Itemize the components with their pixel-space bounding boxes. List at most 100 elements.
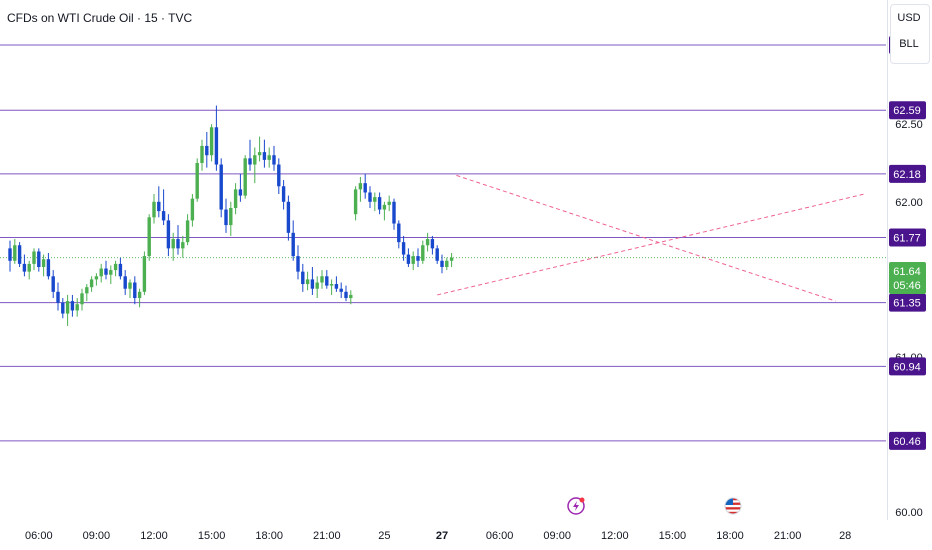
candle-84 bbox=[411, 251, 415, 271]
bar-countdown: 05:46 bbox=[893, 280, 921, 292]
candle-0 bbox=[8, 240, 12, 272]
candle-50 bbox=[248, 139, 252, 171]
lightning-event-icon[interactable] bbox=[567, 497, 585, 515]
chart-title: CFDs on WTI Crude Oil · 15 · TVC bbox=[7, 11, 193, 25]
level-label-bg-5 bbox=[889, 357, 926, 376]
horizontal-levels bbox=[0, 44, 886, 442]
x-tick-label-7: 27 bbox=[436, 530, 448, 542]
candle-92 bbox=[449, 253, 454, 267]
candle-79 bbox=[387, 195, 391, 212]
candle-29 bbox=[147, 214, 151, 261]
level-label-bg-1 bbox=[889, 101, 926, 120]
candle-68 bbox=[334, 276, 339, 292]
y-tick-label-1: 62.00 bbox=[895, 197, 923, 209]
level-label-6: 60.46 bbox=[893, 436, 921, 448]
candle-80 bbox=[392, 198, 396, 230]
candle-4 bbox=[27, 260, 31, 280]
x-tick-label-0: 06:00 bbox=[25, 530, 53, 542]
x-tick-label-3: 15:00 bbox=[198, 530, 226, 542]
candle-11 bbox=[61, 298, 65, 319]
candle-39 bbox=[195, 158, 199, 202]
candle-53 bbox=[262, 139, 267, 168]
x-tick-label-4: 18:00 bbox=[255, 530, 283, 542]
trend-line-1 bbox=[437, 193, 865, 296]
candle-20 bbox=[104, 260, 108, 280]
candle-40 bbox=[200, 139, 204, 171]
candle-83 bbox=[406, 248, 411, 267]
current-price-label: 61.64 05:46 bbox=[889, 262, 926, 294]
candle-16 bbox=[85, 284, 89, 302]
candle-58 bbox=[286, 195, 291, 241]
currency-button[interactable]: USD bbox=[897, 12, 921, 24]
x-tick-label-11: 15:00 bbox=[659, 530, 687, 542]
level-label-3: 61.77 bbox=[893, 232, 921, 244]
candle-3 bbox=[22, 254, 27, 277]
y-tick-label-0: 62.50 bbox=[895, 119, 923, 131]
candle-55 bbox=[272, 145, 276, 171]
trend-lines bbox=[0, 174, 886, 302]
candle-38 bbox=[190, 194, 195, 227]
candle-10 bbox=[56, 282, 60, 311]
candle-41 bbox=[205, 131, 209, 168]
candle-52 bbox=[257, 136, 262, 162]
candle-54 bbox=[267, 147, 271, 168]
x-tick-label-12: 18:00 bbox=[716, 530, 744, 542]
unit-button[interactable]: BLL bbox=[899, 38, 919, 50]
candle-30 bbox=[152, 194, 156, 224]
us-flag-icon[interactable] bbox=[724, 497, 742, 515]
candle-45 bbox=[224, 198, 228, 233]
candle-48 bbox=[238, 173, 243, 202]
candle-18 bbox=[94, 273, 99, 286]
candle-14 bbox=[75, 298, 79, 317]
candle-33 bbox=[166, 214, 171, 257]
level-label-1: 62.59 bbox=[893, 105, 921, 117]
candle-2 bbox=[17, 242, 22, 267]
candle-25 bbox=[128, 279, 132, 299]
x-tick-label-2: 12:00 bbox=[140, 530, 168, 542]
trend-line-0 bbox=[456, 174, 836, 302]
candle-85 bbox=[416, 248, 420, 267]
candle-15 bbox=[80, 288, 84, 311]
candle-22 bbox=[113, 260, 118, 277]
event-icons bbox=[567, 497, 742, 515]
x-tick-label-8: 06:00 bbox=[486, 530, 514, 542]
candle-62 bbox=[305, 271, 310, 291]
candle-47 bbox=[233, 183, 238, 215]
candle-26 bbox=[133, 276, 137, 305]
candle-57 bbox=[281, 180, 286, 210]
candle-35 bbox=[176, 225, 180, 255]
candle-56 bbox=[277, 158, 281, 195]
candle-32 bbox=[161, 189, 166, 226]
candle-90 bbox=[440, 254, 444, 274]
candle-63 bbox=[310, 266, 315, 295]
candle-77 bbox=[377, 192, 382, 215]
level-label-2: 62.18 bbox=[893, 169, 921, 181]
currency-unit-box bbox=[890, 4, 930, 64]
candle-67 bbox=[329, 279, 334, 295]
level-label-bg-2 bbox=[889, 164, 926, 183]
candle-81 bbox=[397, 220, 401, 249]
candle-87 bbox=[425, 232, 430, 252]
candle-36 bbox=[181, 235, 185, 258]
candle-12 bbox=[65, 294, 70, 326]
candles bbox=[8, 105, 454, 326]
candle-76 bbox=[373, 192, 377, 212]
candle-44 bbox=[219, 158, 223, 218]
candle-43 bbox=[214, 105, 219, 171]
candle-24 bbox=[123, 270, 127, 295]
level-label-5: 60.94 bbox=[893, 361, 921, 373]
candle-13 bbox=[70, 294, 75, 317]
candle-6 bbox=[37, 248, 41, 272]
candle-73 bbox=[358, 176, 363, 202]
x-tick-label-10: 12:00 bbox=[601, 530, 629, 542]
x-tick-label-14: 28 bbox=[839, 530, 851, 542]
x-tick-label-1: 09:00 bbox=[83, 530, 111, 542]
candle-66 bbox=[325, 270, 329, 289]
candle-71 bbox=[349, 290, 353, 305]
candle-72 bbox=[353, 186, 358, 221]
candle-28 bbox=[142, 251, 147, 295]
candle-91 bbox=[445, 257, 449, 271]
candle-46 bbox=[229, 201, 233, 236]
time-axis-ticks: 06:00 09:00 12:00 15:00 18:00 21:00 25 27 06:00 0… bbox=[25, 530, 851, 542]
candle-8 bbox=[46, 253, 51, 280]
